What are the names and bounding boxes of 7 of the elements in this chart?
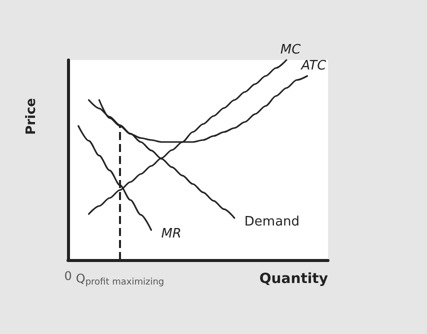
y-axis-title: Price bbox=[24, 98, 39, 135]
x-axis-title: Quantity bbox=[259, 271, 328, 287]
series-label: MR bbox=[161, 226, 182, 242]
series-label: ATC bbox=[300, 58, 328, 74]
series-label: MC bbox=[280, 42, 302, 58]
x-tick-label: 0 bbox=[64, 269, 72, 283]
series-label: Demand bbox=[244, 214, 300, 230]
